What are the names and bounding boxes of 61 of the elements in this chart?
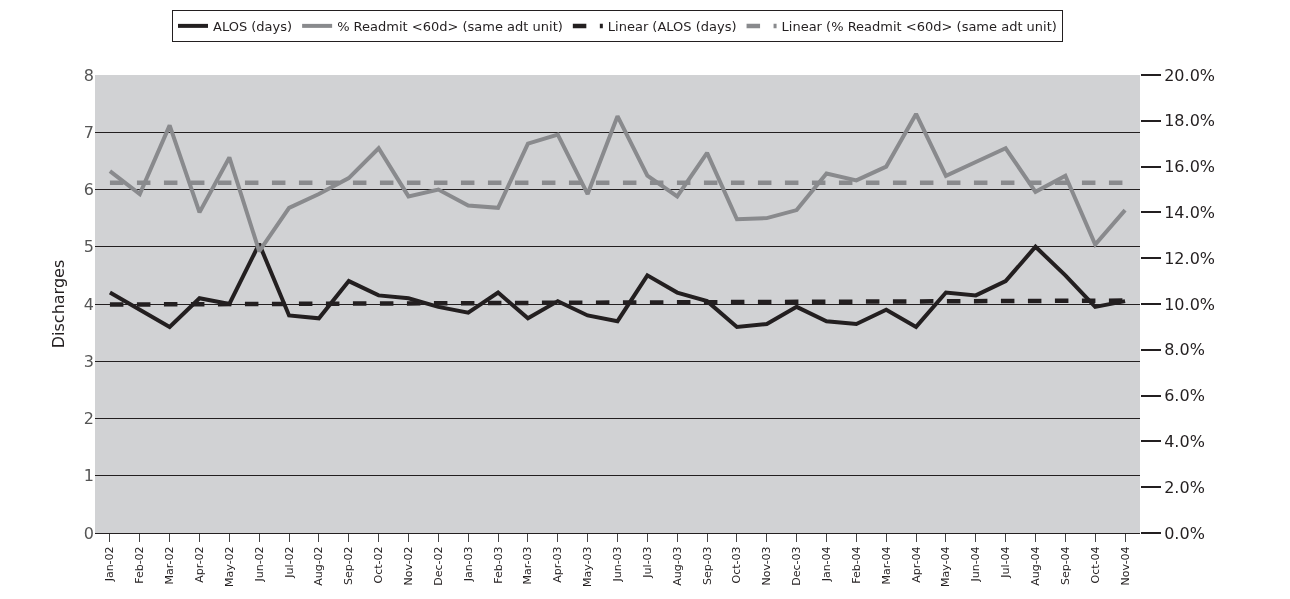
x-tick-label: Jan-02 — [103, 546, 117, 583]
y-tick-label: 5 — [83, 237, 94, 257]
x-tick-label: Sep-04 — [1058, 546, 1072, 586]
y-tick-label: 3 — [83, 351, 94, 371]
x-tick-label: Jun-03 — [611, 546, 625, 583]
y-tick-label: 2 — [83, 409, 94, 429]
y2-tick-label: 8.0% — [1164, 340, 1205, 360]
x-tick-label: Jul-03 — [640, 546, 654, 579]
x-tick-label: Jun-02 — [252, 546, 266, 583]
y-tick-label: 1 — [83, 466, 94, 486]
x-tick-label: Sep-03 — [700, 546, 714, 586]
x-tick-label: Jan-04 — [820, 546, 834, 583]
x-tick-label: Feb-02 — [133, 546, 147, 584]
y2-tick-label: 18.0% — [1164, 111, 1216, 131]
x-tick-label: May-04 — [939, 546, 953, 587]
y2-tick-label: 0.0% — [1164, 523, 1205, 543]
x-tick-label: Mar-03 — [521, 546, 535, 585]
x-tick-label: Nov-02 — [402, 546, 416, 586]
x-tick-label: May-03 — [581, 546, 595, 587]
x-tick-label: Aug-02 — [312, 546, 326, 586]
x-tick-label: Jan-03 — [461, 546, 475, 583]
x-tick-label: Apr-02 — [193, 546, 207, 583]
legend-label: % Readmit <60d> (same adt unit) — [337, 18, 563, 34]
y-tick-label: 7 — [83, 122, 94, 142]
legend-label: Linear (ALOS (days) — [607, 18, 737, 34]
y2-tick-label: 10.0% — [1164, 294, 1216, 314]
y-axis-title: Discharges — [48, 259, 68, 349]
legend-label: ALOS (days) — [213, 18, 293, 34]
y2-tick-label: 12.0% — [1164, 248, 1216, 268]
y-tick-label: 6 — [83, 180, 94, 200]
line-series — [107, 111, 1128, 254]
x-tick-label: Apr-03 — [551, 546, 565, 583]
x-tick-label: Aug-03 — [670, 546, 684, 586]
x-tick-label: Mar-02 — [163, 546, 177, 585]
x-tick-label: Jul-04 — [999, 546, 1013, 579]
legend-label: Linear (% Readmit <60d> (same adt unit) — [781, 18, 1057, 34]
y2-tick-label: 2.0% — [1164, 477, 1205, 497]
y2-tick-label: 16.0% — [1164, 157, 1216, 177]
x-tick-label: May-02 — [222, 546, 236, 587]
x-tick-label: Dec-03 — [790, 546, 804, 586]
x-tick-label: Sep-02 — [342, 546, 356, 586]
y-tick-label: 4 — [83, 294, 94, 314]
y-tick-label: 8 — [83, 65, 94, 85]
x-tick-label: Oct-04 — [1088, 546, 1102, 584]
y2-tick-label: 14.0% — [1164, 203, 1216, 222]
y2-tick-label: 4.0% — [1164, 432, 1205, 451]
y2-tick-label: 6.0% — [1164, 386, 1205, 406]
x-tick-label: Oct-03 — [730, 546, 744, 584]
x-tick-label: Feb-04 — [849, 546, 863, 584]
x-tick-label: Nov-03 — [760, 546, 774, 586]
y-tick-label: 0 — [83, 523, 94, 543]
x-tick-label: Apr-04 — [909, 546, 923, 583]
y2-tick-label: 20.0% — [1164, 65, 1216, 85]
x-tick-label: Jul-02 — [282, 546, 296, 579]
x-tick-label: Feb-03 — [491, 546, 505, 584]
x-tick-label: Dec-02 — [431, 546, 445, 586]
x-tick-label: Oct-02 — [372, 546, 386, 584]
x-tick-label: Nov-04 — [1118, 546, 1132, 586]
x-tick-label: Jun-04 — [969, 546, 983, 583]
x-tick-label: Mar-04 — [879, 546, 893, 585]
x-tick-label: Aug-04 — [1029, 546, 1043, 586]
